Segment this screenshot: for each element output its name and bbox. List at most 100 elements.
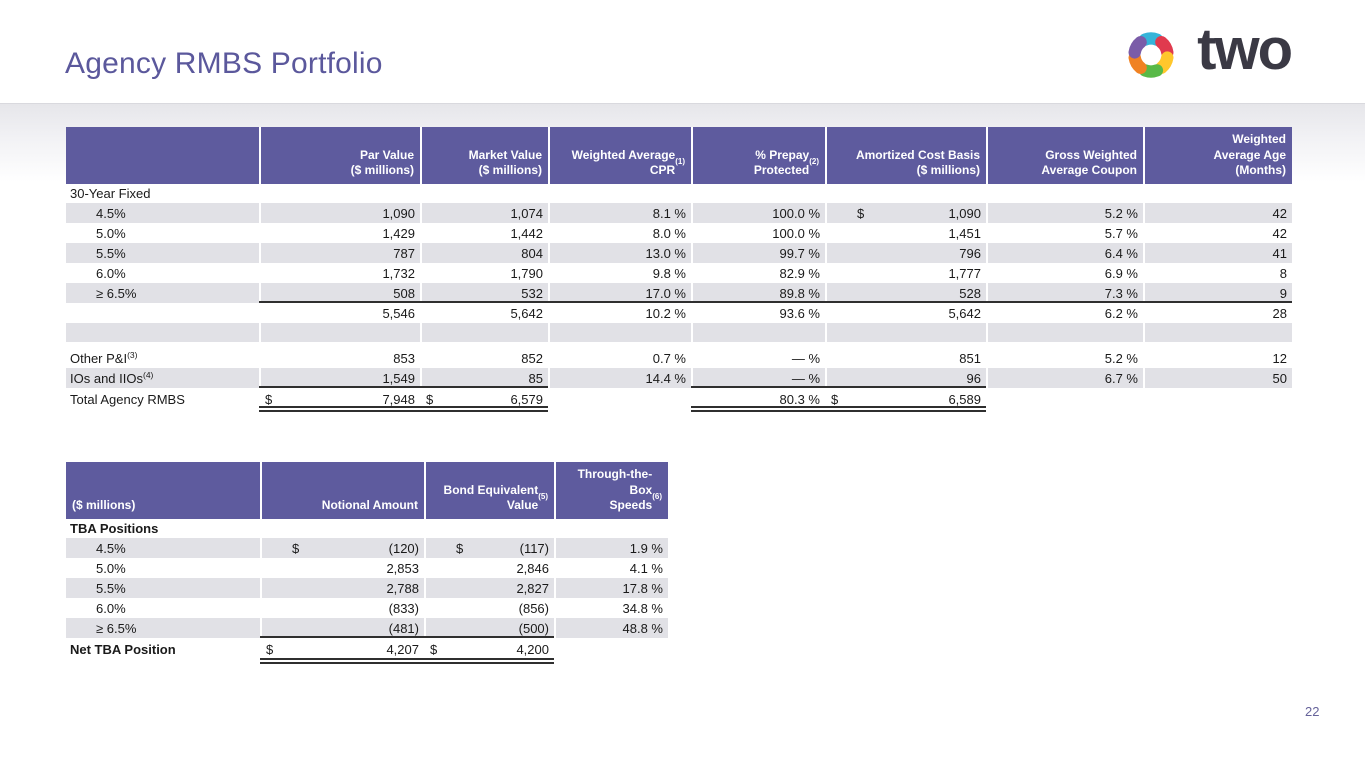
page-number: 22 <box>1305 704 1320 719</box>
table-row-total: Total Agency RMBS $7,948 $6,579 80.3 % $… <box>66 388 1292 410</box>
cell: 12 <box>1272 350 1287 366</box>
cell: 100.0 % <box>772 225 820 241</box>
cell: 1,732 <box>382 265 415 281</box>
ruling-line <box>259 301 1292 303</box>
cell: 5.2 % <box>1104 350 1138 366</box>
cell: 852 <box>521 350 543 366</box>
logo-wordmark: two <box>1197 17 1293 82</box>
row-label: 5.0% <box>96 560 126 576</box>
cell: $6,589 <box>831 391 981 407</box>
cell: 17.8 % <box>554 578 668 598</box>
cell: 2,788 <box>260 578 424 598</box>
cell: 2,827 <box>424 578 554 598</box>
table-row: 5.0% 2,853 2,846 4.1 % <box>66 558 668 578</box>
cell <box>554 518 668 538</box>
cell: 1.9 % <box>554 538 668 558</box>
row-label: 6.0% <box>96 600 126 616</box>
cell: 41 <box>1143 243 1292 263</box>
cell: 796 <box>825 243 986 263</box>
cell: 82.9 % <box>779 265 820 281</box>
cell: 5,642 <box>510 305 543 321</box>
cell: 1,090 <box>259 203 420 223</box>
row-label: ≥ 6.5% <box>66 618 260 638</box>
row-label: 6.0% <box>96 265 126 281</box>
cell: 5.7 % <box>1104 225 1138 241</box>
cell: $ (120) <box>260 538 424 558</box>
cell: 17.0 % <box>548 283 691 303</box>
cell: 4.1 % <box>629 560 663 576</box>
cell: 42 <box>1272 225 1287 241</box>
cell: 96 <box>825 368 986 388</box>
cell: (481) <box>260 618 424 638</box>
cell: — % <box>691 368 825 388</box>
row-label: 5.5% <box>66 578 260 598</box>
cell: 85 <box>420 368 548 388</box>
cell <box>986 183 1143 203</box>
cell: 42 <box>1143 203 1292 223</box>
cell: 851 <box>959 350 981 366</box>
cell: 1,442 <box>510 225 543 241</box>
table-row: 4.5% 1,090 1,074 8.1 % 100.0 % $1,090 5.… <box>66 203 1292 223</box>
cell: 6.7 % <box>986 368 1143 388</box>
table-header-row: Par Value ($ millions) Market Value ($ m… <box>66 127 1292 184</box>
cell: $7,948 <box>265 391 415 407</box>
cell <box>424 518 554 538</box>
cell <box>548 388 691 410</box>
cell: 6.4 % <box>986 243 1143 263</box>
table-row: ≥ 6.5% (481) (500) 48.8 % <box>66 618 668 638</box>
cell <box>986 323 1143 342</box>
cell <box>986 388 1143 410</box>
cell: 1,549 <box>259 368 420 388</box>
table-header-row: ($ millions) Notional Amount Bond Equiva… <box>66 462 668 519</box>
row-label: Total Agency RMBS <box>70 391 185 407</box>
cell: 14.4 % <box>548 368 691 388</box>
cell: 10.2 % <box>645 305 686 321</box>
cell <box>260 518 424 538</box>
column-header: Bond Equivalent Value (5) <box>424 462 554 519</box>
cell: 99.7 % <box>691 243 825 263</box>
table-row: 4.5% $ (120) $ (117) 1.9 % <box>66 538 668 558</box>
row-label: 5.5% <box>66 243 259 263</box>
table-row-empty <box>66 323 1292 342</box>
cell: 8.0 % <box>652 225 686 241</box>
cell: 9 <box>1143 283 1292 303</box>
cell: 93.6 % <box>779 305 820 321</box>
cell: 1,790 <box>510 265 543 281</box>
column-header: ($ millions) <box>66 462 260 519</box>
column-header: Gross Weighted Average Coupon <box>986 127 1143 184</box>
cell: 9.8 % <box>652 265 686 281</box>
cell: 1,429 <box>382 225 415 241</box>
logo-pinwheel-icon <box>1117 22 1185 88</box>
cell <box>825 323 986 342</box>
table-row-total: Net TBA Position $4,207 $4,200 <box>66 638 668 660</box>
cell: 2,846 <box>516 560 549 576</box>
column-header: Amortized Cost Basis ($ millions) <box>825 127 986 184</box>
row-label: 4.5% <box>66 538 260 558</box>
cell: 1,777 <box>948 265 981 281</box>
column-header: % Prepay Protected (2) <box>691 127 825 184</box>
double-ruling-line <box>260 658 554 664</box>
cell: 48.8 % <box>554 618 668 638</box>
cell: $ (117) <box>424 538 554 558</box>
table-row: IOs and IIOs (4) 1,549 85 14.4 % — % 96 6… <box>66 368 1292 388</box>
cell: $6,579 <box>426 391 543 407</box>
cell: 1,074 <box>420 203 548 223</box>
cell: 1,451 <box>948 225 981 241</box>
cell: 5,546 <box>382 305 415 321</box>
cell: 508 <box>259 283 420 303</box>
ruling-line <box>691 386 986 388</box>
row-label <box>66 303 259 323</box>
cell: 532 <box>420 283 548 303</box>
cell: 528 <box>825 283 986 303</box>
column-header: Market Value ($ millions) <box>420 127 548 184</box>
cell: 804 <box>420 243 548 263</box>
cell: 5.2 % <box>986 203 1143 223</box>
cell: 787 <box>259 243 420 263</box>
column-header <box>66 127 259 184</box>
cell: 7.3 % <box>986 283 1143 303</box>
table-row: 5.5% 2,788 2,827 17.8 % <box>66 578 668 598</box>
tba-positions-table: ($ millions) Notional Amount Bond Equiva… <box>66 462 668 664</box>
cell: $4,207 <box>266 641 419 657</box>
row-label: Net TBA Position <box>70 641 176 657</box>
